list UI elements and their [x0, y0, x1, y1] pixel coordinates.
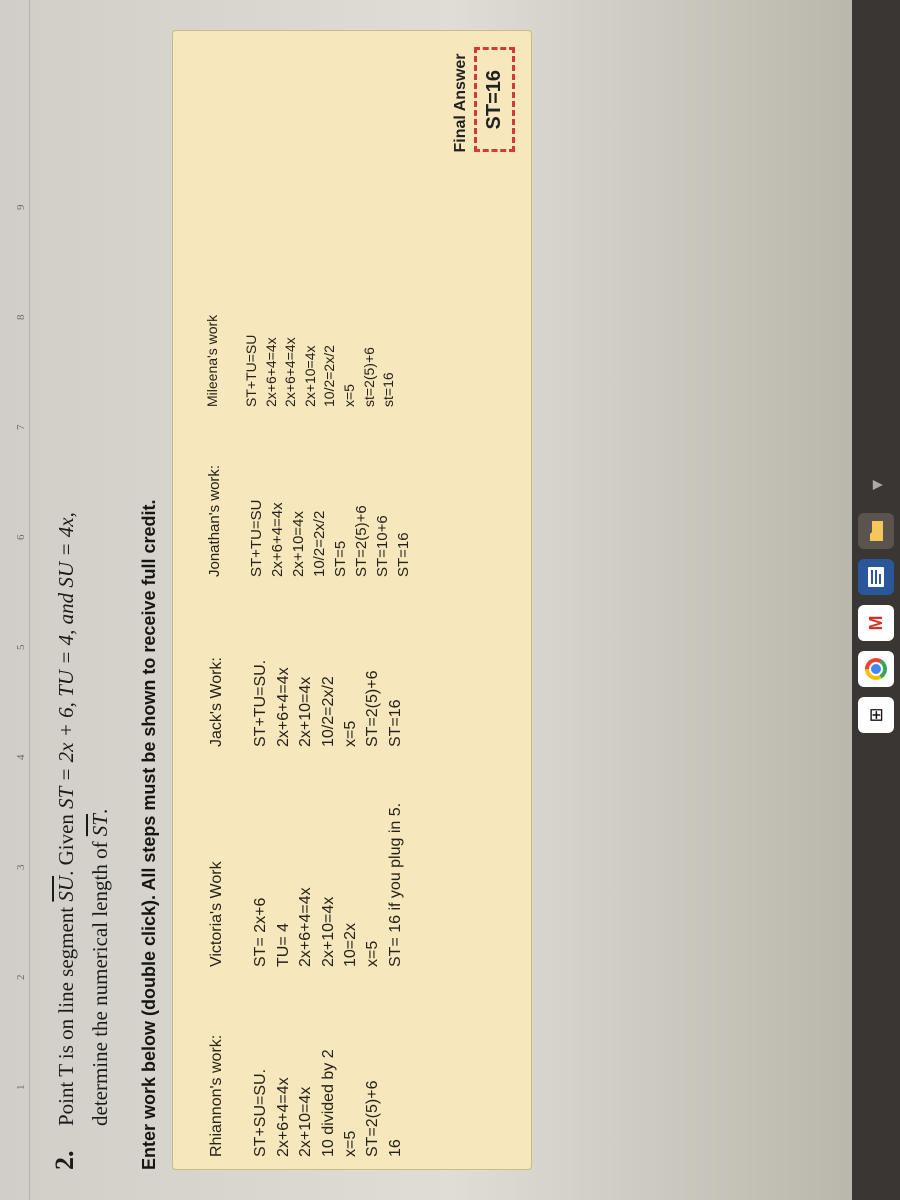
ruler-tick: 1 [15, 1085, 27, 1091]
q-su: SU [54, 876, 78, 902]
ruler-tick: 2 [15, 975, 27, 981]
work-body: ST+TU=SU 2x+6+4=4x 2x+10=4x 10/2=2x/2 ST… [246, 417, 414, 577]
chrome-ring-icon [865, 658, 887, 680]
work-head: Jack's Work: [206, 587, 228, 747]
folder-glyph-icon [867, 520, 885, 542]
gmail-icon[interactable]: M [858, 605, 894, 641]
work-body: ST+TU=SU. 2x+6+4=4x 2x+10=4x 10/2=2x/2 x… [250, 587, 407, 747]
q-tu: TU [54, 670, 78, 697]
page: 1 2 3 4 5 6 7 8 9 2. Point T is on line … [0, 0, 900, 1200]
work-col-jack: Jack's Work: ST+TU=SU. 2x+6+4=4x 2x+10=4… [183, 587, 435, 747]
work-col-mileena: Mileena's work ST+TU=SU 2x+6+4=4x 2x+6+4… [183, 267, 435, 407]
work-body: ST+TU=SU 2x+6+4=4x 2x+6+4=4x 2x+10=4x 10… [242, 267, 399, 407]
q-eq: = 4, and [54, 588, 78, 670]
work-body: ST+SU=SU. 2x+6+4=4x 2x+10=4x 10 divided … [250, 977, 407, 1157]
ruler-tick: 7 [15, 425, 27, 431]
taskbar: ⊞ M ▾ [852, 0, 900, 1200]
q-part: . Given [54, 809, 78, 876]
windows-glyph: ⊞ [866, 707, 887, 722]
final-answer-value: ST=16 [474, 47, 515, 152]
doc-lines-icon [868, 567, 884, 587]
gmail-glyph: M [866, 616, 887, 631]
q-end: . [88, 809, 112, 814]
windows-icon[interactable]: ⊞ [858, 697, 894, 733]
word-icon[interactable] [858, 559, 894, 595]
chevron-down-icon: ▾ [864, 480, 889, 490]
q-st2: ST [88, 814, 112, 836]
question-number: 2. [50, 1130, 80, 1170]
q-eq: = 4x, [54, 512, 78, 562]
work-head: Mileena's work [203, 267, 223, 407]
ruler-tick: 9 [15, 205, 27, 211]
ruler: 1 2 3 4 5 6 7 8 9 [0, 0, 30, 1200]
work-area[interactable]: Rhiannon's work: ST+SU=SU. 2x+6+4=4x 2x+… [172, 30, 532, 1170]
q-part: Point T is on line segment [54, 902, 78, 1126]
work-head: Jonathan's work: [204, 417, 225, 577]
taskbar-overflow-icon[interactable]: ▾ [858, 467, 894, 503]
enter-work-label: Enter work below (double click). All ste… [139, 30, 160, 1170]
ruler-tick: 8 [15, 315, 27, 321]
q-st: ST [54, 787, 78, 809]
final-answer-label: Final Answer [452, 47, 470, 152]
q-eq: = 2x + 6, [54, 697, 78, 787]
ruler-tick: 6 [15, 535, 27, 541]
ruler-tick: 5 [15, 645, 27, 651]
q-line2: determine the numerical length of [88, 836, 112, 1126]
content: 2. Point T is on line segment SU. Given … [30, 0, 542, 1200]
work-col-victoria: Victoria's Work ST= 2x+6 TU= 4 2x+6+4=4x… [183, 757, 435, 967]
work-body: ST= 2x+6 TU= 4 2x+6+4=4x 2x+10=4x 10=2x … [250, 757, 407, 967]
work-col-jonathan: Jonathan's work: ST+TU=SU 2x+6+4=4x 2x+1… [183, 417, 435, 577]
folder-icon[interactable] [858, 513, 894, 549]
work-head: Rhiannon's work: [206, 977, 228, 1157]
work-col-rhiannon: Rhiannon's work: ST+SU=SU. 2x+6+4=4x 2x+… [183, 977, 435, 1157]
q-su2: SU [54, 562, 78, 588]
work-row: Rhiannon's work: ST+SU=SU. 2x+6+4=4x 2x+… [183, 43, 435, 1157]
work-head: Victoria's Work [206, 757, 228, 967]
final-answer-block: Final Answer ST=16 [452, 47, 515, 152]
ruler-tick: 4 [15, 755, 27, 761]
ruler-tick: 3 [15, 865, 27, 871]
chrome-icon[interactable] [858, 651, 894, 687]
question-text: Point T is on line segment SU. Given ST … [50, 36, 117, 1126]
